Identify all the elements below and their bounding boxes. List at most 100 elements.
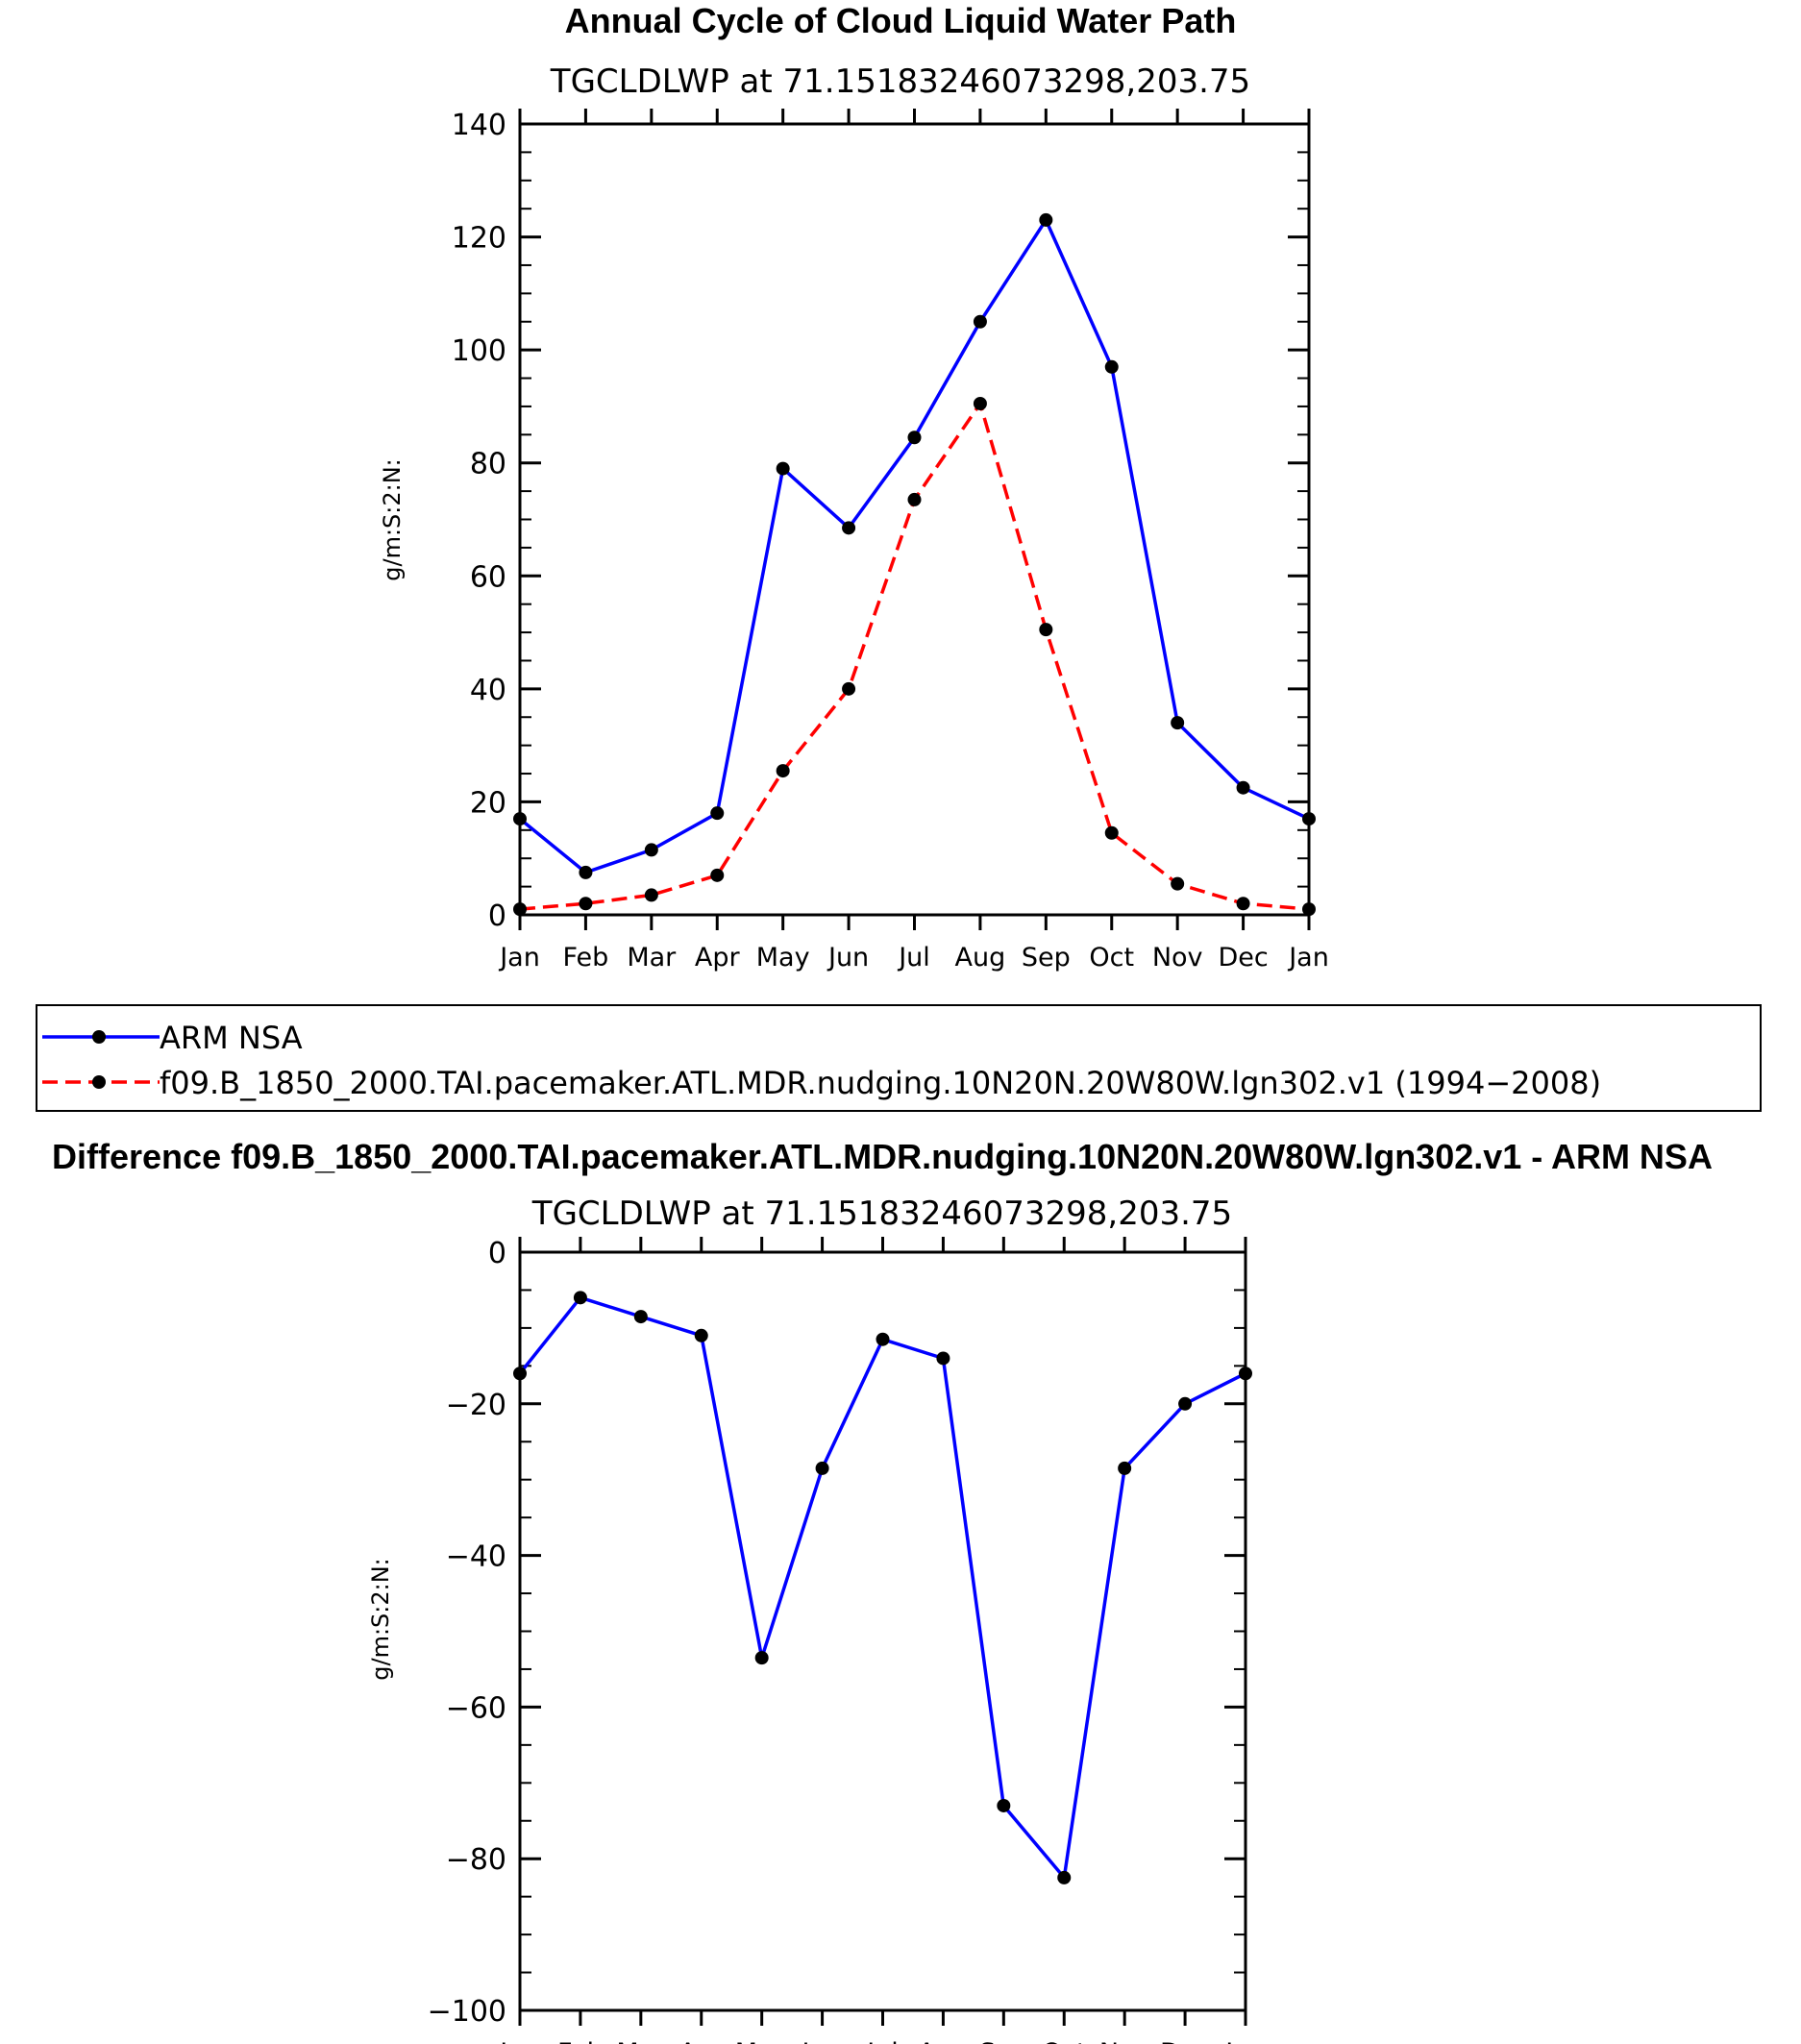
chart2-ytick-label: −100 (428, 1995, 506, 2029)
chart2-title: Difference f09.B_1850_2000.TAI.pacemaker… (52, 1137, 1713, 1176)
chart2-point-0 (876, 1332, 890, 1346)
chart1-ytick-label: 60 (470, 560, 506, 594)
chart1-point-1 (1236, 897, 1250, 911)
chart1-subtitle: TGCLDLWP at 71.15183246073298,203.75 (550, 62, 1250, 101)
chart1-point-0 (907, 431, 922, 445)
chart2-series (513, 1291, 1252, 1884)
chart2-xtick-label: Aug (918, 2038, 969, 2044)
legend-arm-nsa-marker (92, 1030, 106, 1044)
chart1-point-0 (1302, 812, 1316, 826)
chart2-point-0 (1239, 1367, 1252, 1381)
chart1-point-0 (644, 843, 658, 857)
chart1-xtick-label: Dec (1218, 943, 1268, 973)
chart1-point-1 (973, 396, 987, 410)
chart1-xtick-label: Aug (955, 943, 1006, 973)
chart2-xtick-label: May (735, 2038, 789, 2044)
chart1-point-0 (710, 806, 725, 821)
chart2-point-0 (573, 1291, 587, 1305)
chart2-point-0 (936, 1351, 950, 1366)
chart2-xtick-label: Apr (678, 2038, 725, 2044)
chart2-point-0 (815, 1461, 829, 1475)
chart1-point-1 (1302, 902, 1316, 917)
chart2-ytick-label: −20 (446, 1389, 506, 1422)
chart1-xtick-label: Apr (695, 943, 741, 973)
chart2-plot-frame (518, 1250, 1247, 2012)
chart2-y-ticks: −100 −80 −60 −40 −20 0 (428, 1237, 1246, 2029)
chart2-xtick-label: Oct (1042, 2038, 1087, 2044)
chart1-series (513, 212, 1316, 917)
chart1-xtick-label: Oct (1089, 943, 1134, 973)
chart2-xtick-label: Mar (616, 2038, 666, 2044)
chart2-y-axis-label: g/m:S:2:N: (367, 1558, 394, 1681)
chart1-xtick-label: Sep (1022, 943, 1071, 973)
chart1-xtick-label: Jul (897, 943, 930, 973)
chart2-xtick-label: Sep (979, 2038, 1028, 2044)
chart1-ytick-label: 20 (470, 786, 506, 820)
chart2-xtick-label: Jan (1223, 2038, 1266, 2044)
chart1-point-0 (579, 865, 593, 879)
chart1-xtick-label: Jun (826, 943, 869, 973)
chart1-ytick-label: 140 (452, 109, 506, 142)
annual-cycle-chart: Annual Cycle of Cloud Liquid Water Path … (379, 1, 1329, 973)
chart1-point-1 (513, 902, 527, 917)
chart2-point-0 (694, 1328, 708, 1342)
chart1-xtick-label: Nov (1152, 943, 1203, 973)
chart2-series-line-0 (518, 1295, 1246, 1880)
chart1-y-axis-label: g/m:S:2:N: (379, 458, 406, 581)
chart2-point-0 (1178, 1396, 1193, 1411)
chart1-series-line-0 (518, 218, 1310, 874)
chart1-x-ticks: Jan Feb Mar Apr May Jun Jul Aug Sep Oct Nov Dec Jan (498, 109, 1329, 973)
chart2-point-0 (754, 1651, 769, 1665)
chart1-xtick-label: Feb (563, 943, 609, 973)
chart2-xtick-label: Feb (557, 2038, 604, 2044)
legend-model-label: f09.B_1850_2000.TAI.pacemaker.ATL.MDR.nu… (160, 1065, 1601, 1101)
chart2-ytick-label: −80 (446, 1843, 506, 1877)
chart1-ytick-label: 40 (470, 674, 506, 707)
difference-chart: Difference f09.B_1850_2000.TAI.pacemaker… (52, 1137, 1713, 2044)
chart1-point-1 (776, 764, 790, 778)
chart1-series-line-1 (519, 402, 1310, 911)
chart2-ytick-label: −60 (446, 1691, 506, 1725)
chart1-xtick-label: Jan (1287, 943, 1329, 973)
chart2-x-ticks: Jan Feb Mar Apr May Jun Jul Aug Sep Oct Nov Dec Jan (498, 1237, 1266, 2044)
chart1-y-ticks: 0 20 40 60 80 100 120 140 (452, 109, 1309, 933)
chart1-xtick-label: Mar (627, 943, 677, 973)
chart1-point-1 (579, 897, 593, 911)
chart1-ytick-label: 100 (452, 334, 506, 368)
legend-box (36, 1004, 1762, 1112)
chart2-xtick-label: Nov (1099, 2038, 1150, 2044)
chart1-point-0 (1236, 780, 1250, 795)
chart1-point-1 (842, 681, 856, 696)
chart1-point-1 (1104, 825, 1119, 840)
chart2-point-0 (1118, 1461, 1132, 1475)
chart2-xtick-label: Jun (800, 2038, 842, 2044)
chart1-point-0 (776, 461, 790, 476)
chart1-point-1 (1171, 876, 1185, 891)
legend: ARM NSA f09.B_1850_2000.TAI.pacemaker.AT… (36, 1004, 1762, 1112)
legend-arm-nsa-label: ARM NSA (160, 1020, 303, 1056)
chart1-point-1 (644, 888, 658, 902)
chart1-point-1 (907, 492, 922, 506)
chart2-point-0 (513, 1367, 527, 1381)
chart1-point-1 (710, 868, 725, 882)
chart1-point-0 (973, 314, 987, 329)
chart1-title: Annual Cycle of Cloud Liquid Water Path (565, 1, 1237, 40)
chart2-point-0 (633, 1310, 648, 1324)
chart2-xtick-label: Jul (865, 2038, 899, 2044)
chart1-ytick-label: 80 (470, 448, 506, 481)
chart2-xtick-label: Jan (498, 2038, 540, 2044)
chart2-ytick-label: −40 (446, 1540, 506, 1574)
legend-model-marker (92, 1075, 106, 1089)
chart1-point-0 (1104, 359, 1119, 374)
chart1-ytick-label: 120 (452, 222, 506, 256)
chart2-xtick-label: Dec (1160, 2038, 1210, 2044)
chart1-xtick-label: May (756, 943, 810, 973)
chart1-point-0 (842, 521, 856, 535)
chart2-subtitle: TGCLDLWP at 71.15183246073298,203.75 (531, 1194, 1232, 1233)
chart1-point-0 (513, 812, 527, 826)
chart1-xtick-label: Jan (498, 943, 540, 973)
chart2-point-0 (1057, 1870, 1072, 1884)
chart1-point-0 (1171, 716, 1185, 730)
chart1-plot-frame (518, 122, 1311, 917)
